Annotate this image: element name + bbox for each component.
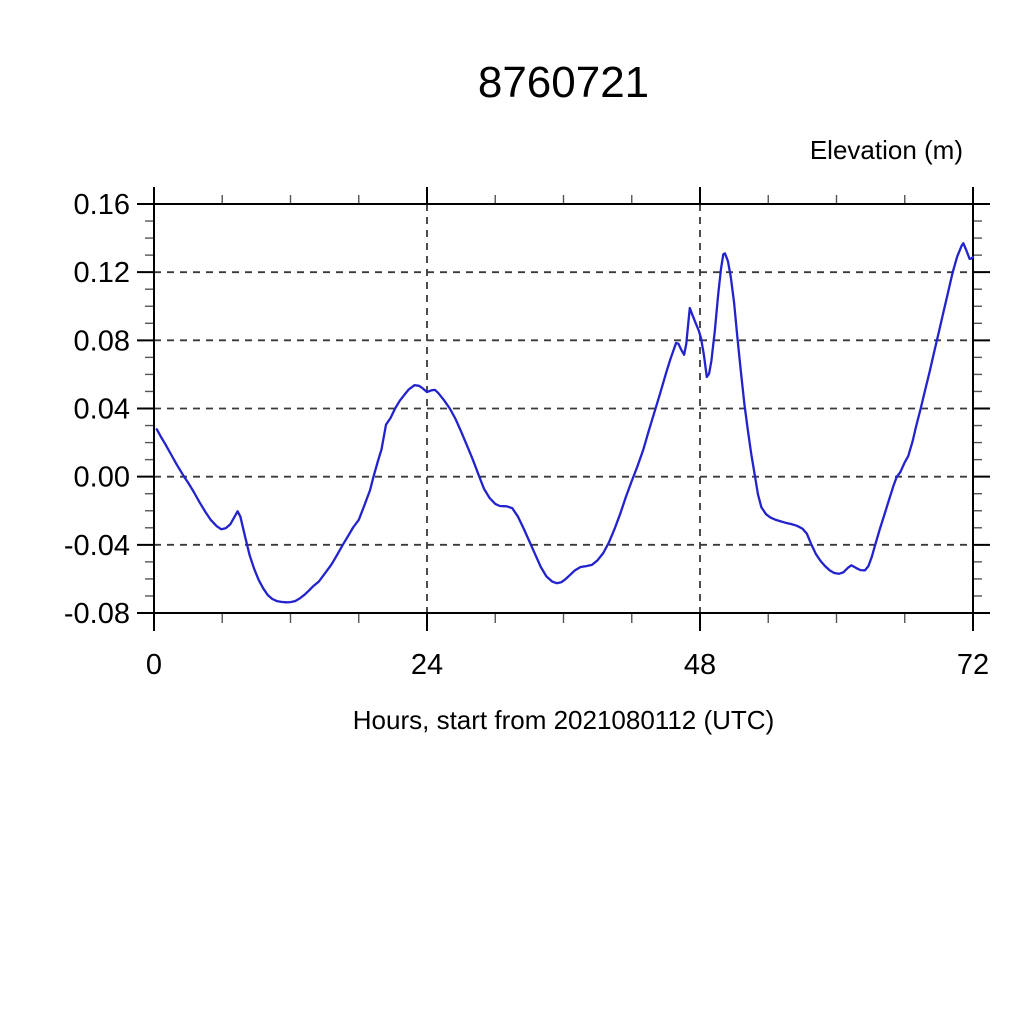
plot-frame [153, 203, 974, 614]
y-axis-unit-label: Elevation (m) [809, 135, 963, 165]
x-axis-label: Hours, start from 2021080112 (UTC) [352, 705, 775, 735]
x-tick-label: 48 [684, 649, 716, 681]
y-tick-label: 0.08 [74, 325, 130, 357]
y-tick-label: 0.04 [74, 394, 130, 426]
y-tick-label: 0.12 [74, 257, 130, 289]
x-tick-label: 24 [411, 649, 443, 681]
x-tick-label: 72 [957, 649, 989, 681]
y-tick-label: 0.16 [74, 189, 130, 221]
elevation-line [155, 242, 975, 604]
chart-title: 8760721 [477, 58, 650, 107]
y-tick-label: -0.04 [64, 530, 130, 562]
y-tick-label: -0.08 [64, 598, 130, 630]
y-tick-label: 0.00 [74, 462, 130, 494]
x-tick-label: 0 [146, 649, 162, 681]
